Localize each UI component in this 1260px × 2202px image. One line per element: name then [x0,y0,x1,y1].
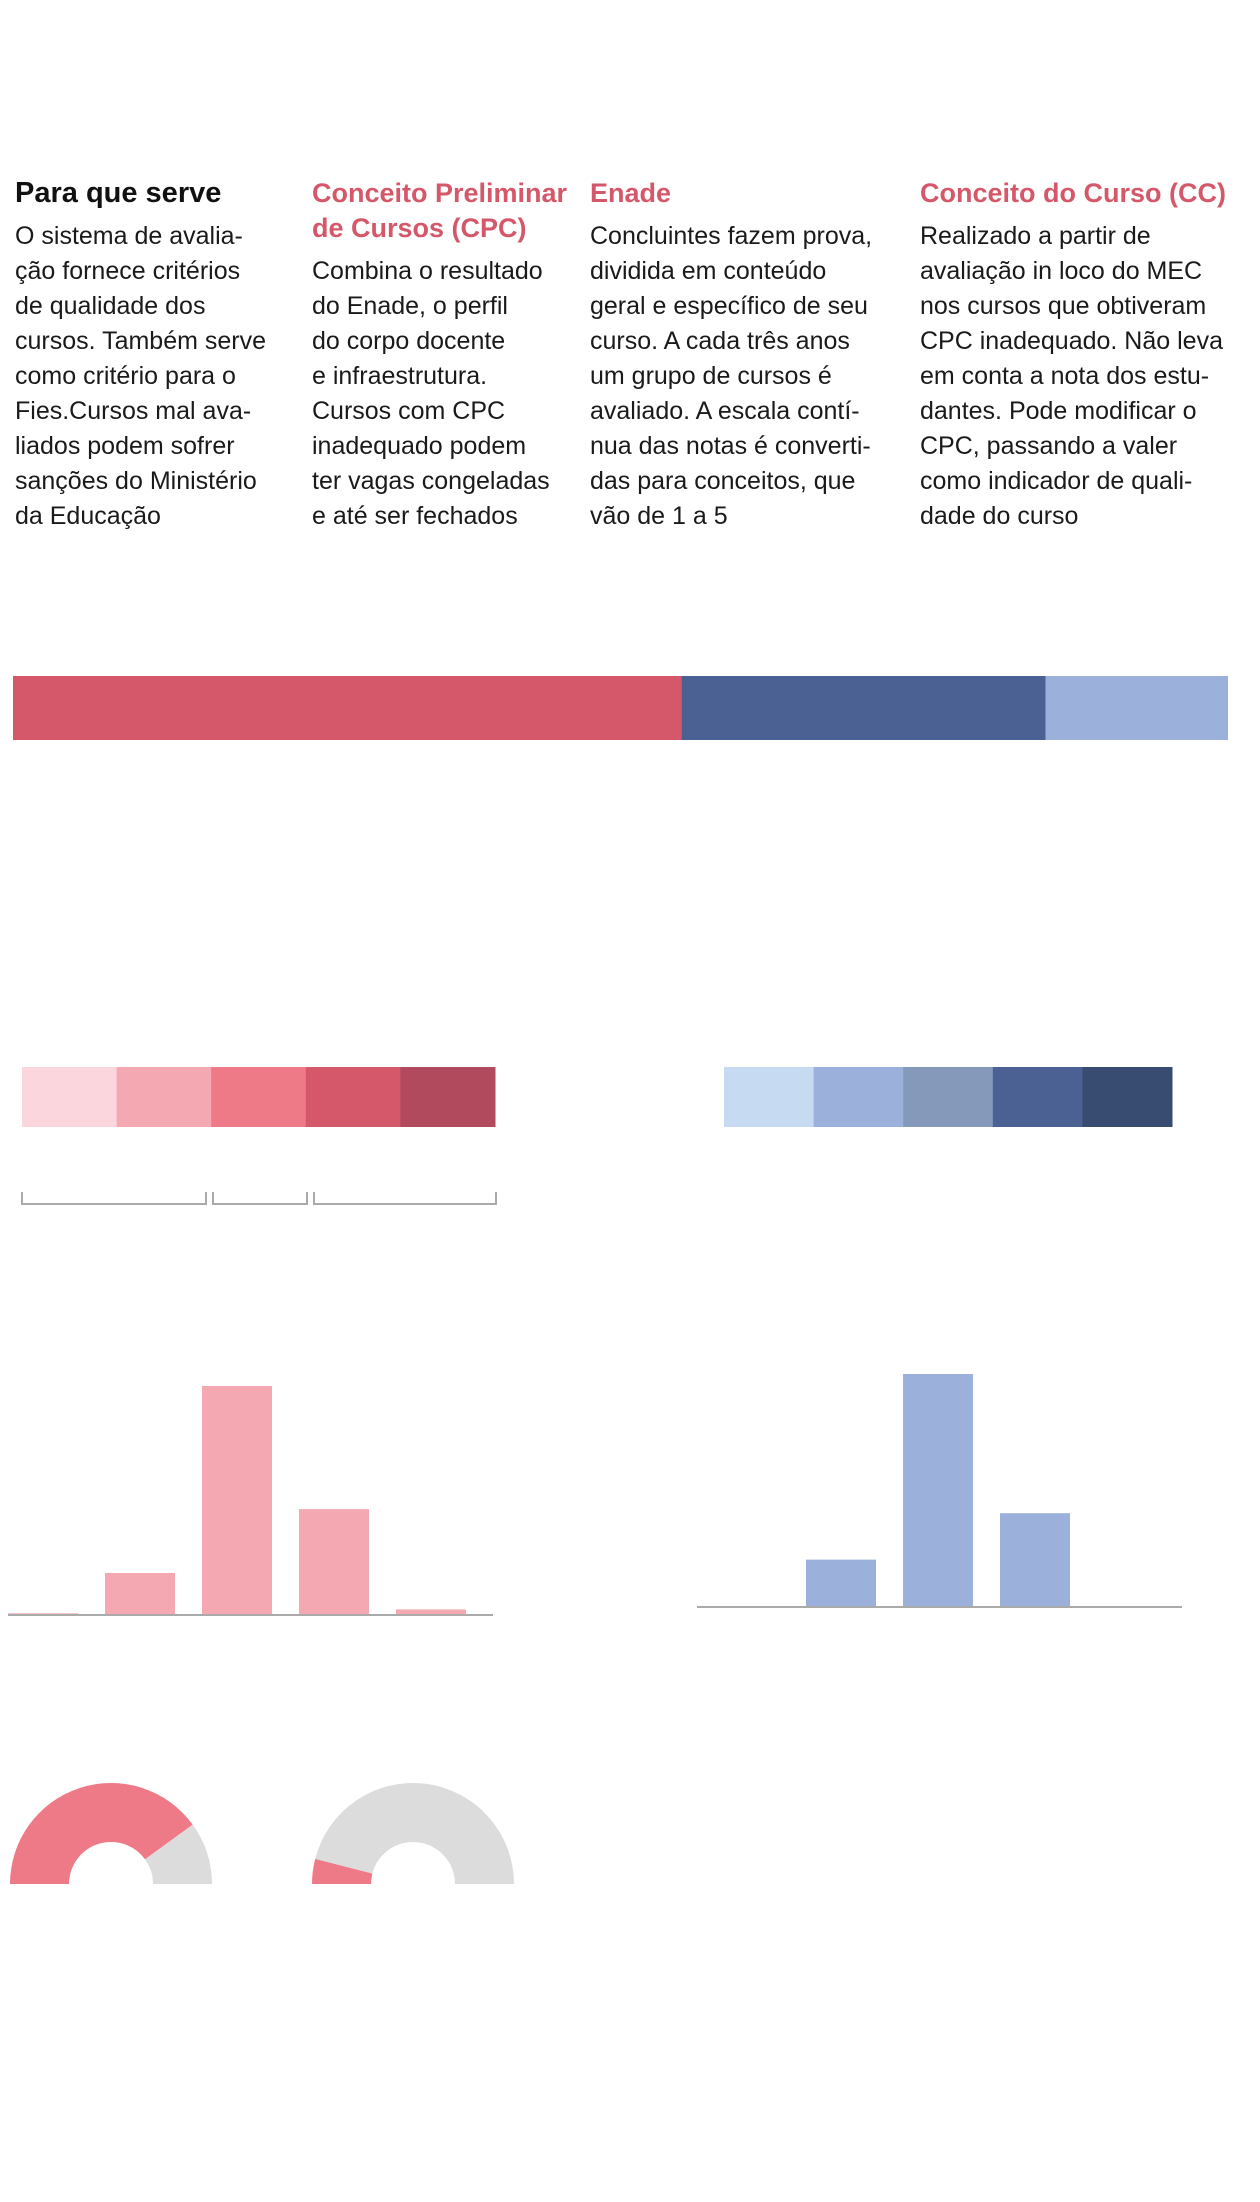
donut-segment-2 [144,1824,212,1884]
scale-swatch-2 [813,1067,904,1127]
column-text: Realizado a partir de avaliação in loco … [920,222,1223,530]
column-enade: Enade Concluintes fazem prova, dividida … [590,176,900,534]
stack-segment-3 [1045,676,1228,740]
column-cpc: Conceito Preliminar de Cursos (CPC) Comb… [312,176,577,534]
column-para-que-serve: Para que serve O sistema de avalia- ção … [15,176,290,534]
column-title: Conceito Preliminar de Cursos (CPC) [312,178,568,243]
donut-segment-2 [315,1783,514,1884]
donut-segment-1 [10,1783,193,1884]
bar-5 [396,1609,466,1614]
half-donut-1 [10,1783,212,1884]
column-text: Combina o resultado do Enade, o perfil d… [312,257,550,530]
bracket-low [21,1192,207,1205]
scale-swatch-3 [903,1067,994,1127]
stack-segment-1 [13,676,682,740]
scale-swatch-1 [724,1067,815,1127]
bracket-mid [212,1192,308,1205]
bar-3 [202,1386,272,1614]
half-donut-2 [312,1783,514,1884]
scale-swatch-5 [400,1067,496,1127]
column-text: O sistema de avalia- ção fornece critéri… [15,222,267,530]
bar-3 [903,1374,973,1606]
bracket-high [313,1192,497,1205]
scale-swatch-1 [22,1067,118,1127]
scale-swatch-4 [992,1067,1083,1127]
column-title: Conceito do Curso (CC) [920,178,1226,208]
scale-swatch-4 [305,1067,401,1127]
bar-4 [299,1509,369,1614]
blue-color-scale [724,1067,1173,1127]
scale-swatch-3 [211,1067,307,1127]
stack-segment-2 [681,676,1046,740]
range-brackets [21,1192,497,1205]
column-cc: Conceito do Curso (CC) Realizado a parti… [920,176,1240,534]
bar-1 [8,1613,78,1614]
scale-swatch-2 [116,1067,212,1127]
stacked-composition-bar [13,676,1228,740]
red-color-scale [22,1067,496,1127]
donut-segment-1 [312,1858,373,1884]
scale-swatch-5 [1082,1067,1173,1127]
column-text: Concluintes fazem prova, dividida em con… [590,222,873,530]
bar-4 [1000,1513,1070,1606]
column-title: Para que serve [15,177,222,209]
bar-2 [105,1572,175,1614]
column-title: Enade [590,178,672,208]
cpc-distribution-chart [8,1386,493,1616]
bar-2 [806,1559,876,1606]
enade-distribution-chart [697,1374,1182,1608]
